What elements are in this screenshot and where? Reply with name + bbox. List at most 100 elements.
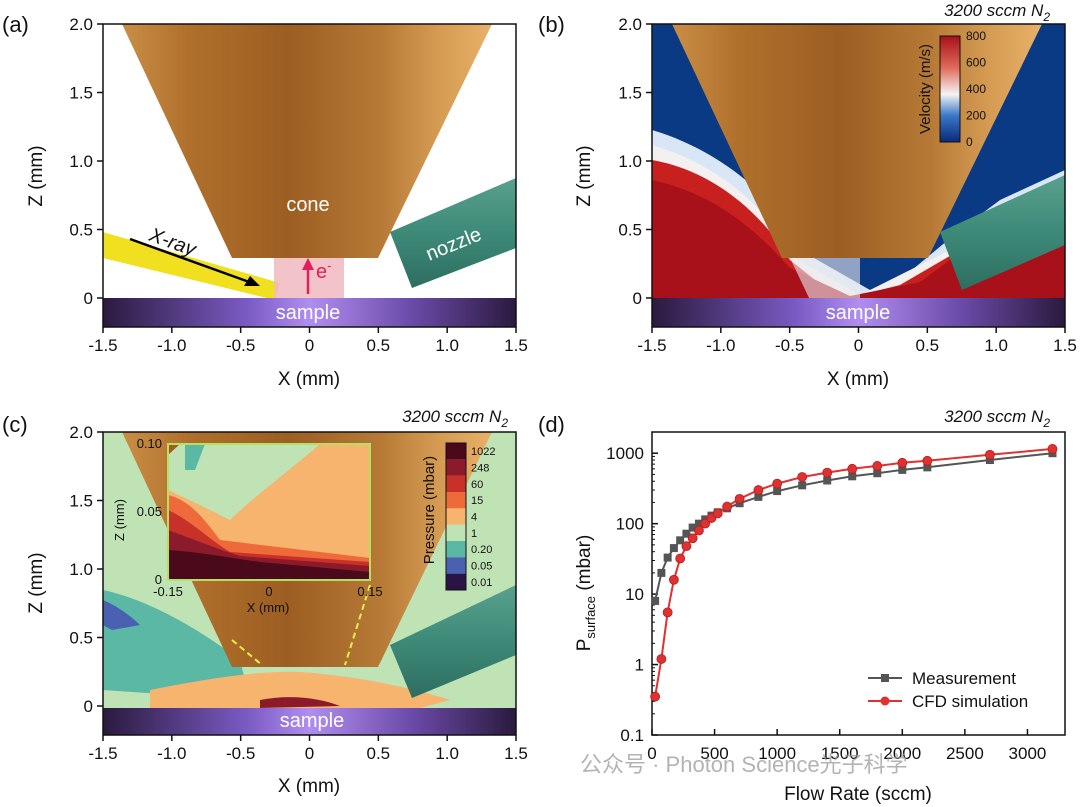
inset-y-tick-label: 0 (155, 572, 162, 587)
pressure-tick-label: 15 (471, 495, 483, 507)
pressure-orange-low (150, 671, 450, 708)
sample-label-b: sample (826, 302, 890, 324)
panel-d: (d) 3200 sccm N2 0 500 1000 1500 2000 2500 300… (538, 407, 1066, 805)
chart-d-xlabel: Flow Rate (sccm) (784, 784, 932, 805)
chart-d-x-tick-label: 0 (647, 744, 656, 763)
pressure-color-band (446, 557, 466, 574)
y-tick-label: 0.5 (69, 629, 93, 648)
panel-c-label: (c) (2, 412, 28, 437)
y-tick-label: 2.0 (69, 15, 93, 34)
measurement-point (657, 568, 666, 577)
pressure-tick-label: 0.05 (471, 561, 492, 573)
cfd-point (772, 478, 783, 489)
x-tick-label: 0.5 (367, 336, 391, 355)
y-tick-label: 1.0 (618, 152, 642, 171)
sample-bar-c (103, 708, 516, 735)
legend-label-0: Measurement (912, 669, 1016, 688)
velocity-tick-label: 0 (966, 135, 973, 149)
x-tick-label: -1.0 (706, 336, 735, 355)
legend-marker-circle (880, 696, 890, 706)
inset-x-tick-label: 0 (265, 584, 272, 599)
inset-green-region (168, 444, 320, 520)
measurement-point (688, 523, 697, 532)
measurement-point (985, 456, 994, 465)
y-tick-label: 1.5 (69, 84, 93, 103)
measurement-point (663, 553, 672, 562)
x-tick-label: 0.5 (367, 744, 391, 763)
measurement-point (848, 472, 857, 481)
measurement-point (669, 544, 678, 553)
x-tick-label: 0.5 (916, 336, 940, 355)
x-tick-label: 0 (854, 336, 863, 355)
measurement-point (923, 463, 932, 472)
cfd-point (734, 493, 745, 504)
x-tick-label: -1.5 (88, 744, 117, 763)
y-tick-label: 0.5 (69, 221, 93, 240)
panel-c-ylabel: Z (mm) (26, 552, 47, 613)
panel-d-condition-main: 3200 sccm N (944, 407, 1044, 426)
x-tick-label: -1.0 (157, 336, 186, 355)
pressure-tick-label: 0.20 (471, 544, 492, 556)
pressure-color-band (446, 573, 466, 590)
y-tick-label: 0 (84, 289, 93, 308)
panel-c: sample -0.15 0 0.1500.050.10 X (mm) Z (mm)… (2, 407, 528, 797)
x-tick-label: -1.5 (88, 336, 117, 355)
chart-d-y-tick-label: 1 (635, 656, 644, 675)
chart-d-x-tick-label: 1000 (758, 744, 796, 763)
cfd-point (675, 553, 686, 564)
sample-label: sample (276, 302, 340, 324)
xray-arrow (129, 237, 253, 285)
panel-c-xlabel: X (mm) (278, 776, 340, 797)
panel-a-ylabel: Z (mm) (26, 145, 47, 206)
pressure-colorbar-frame (445, 442, 467, 591)
panel-d-label: (d) (538, 412, 565, 437)
chart-d-ylabel-main: P (574, 639, 595, 652)
cfd-point (1047, 444, 1058, 454)
chart-d-y-tick-label: 100 (616, 515, 644, 534)
panel-b-plot-area (652, 24, 1065, 327)
inset-ylabel: Z (mm) (112, 499, 127, 541)
cfd-point (656, 654, 667, 664)
pressure-color-band (446, 475, 466, 492)
inset-x-tick-label: -0.15 (153, 584, 183, 599)
nozzle-shape-c (390, 585, 516, 698)
x-tick-label: -0.5 (226, 336, 255, 355)
chart-d-ylabel-sub: surface (583, 596, 598, 639)
pressure-color-band (446, 524, 466, 541)
x-tick-label: -0.5 (226, 744, 255, 763)
x-tick-label: -1.5 (637, 336, 666, 355)
watermark: 公众号 · Photon Science光子科学 (580, 752, 908, 777)
y-tick-label: 2.0 (618, 15, 642, 34)
inset-xlabel: X (mm) (247, 600, 290, 615)
pressure-color-band (446, 492, 466, 509)
pressure-teal-region (103, 590, 250, 700)
x-tick-label: -1.0 (157, 744, 186, 763)
panel-d-condition: 3200 sccm N2 (944, 407, 1050, 430)
pressure-tick-label: 248 (471, 463, 489, 475)
legend-label-1: CFD simulation (912, 692, 1028, 711)
velocity-colorbar (939, 35, 961, 143)
cone-shape (122, 24, 492, 258)
cfd-point (722, 501, 732, 512)
chart-d-x-tick-label: 2500 (946, 744, 984, 763)
electron-label-main: e (316, 261, 327, 283)
x-tick-label: 1.5 (504, 744, 528, 763)
cfd-point (822, 467, 833, 478)
pressure-colorbar: 1022 248 60 15 4 1 0.20 0.05 0.01 (445, 442, 495, 591)
x-tick-label: 1.5 (504, 336, 528, 355)
inset-brown-corner (168, 444, 180, 455)
velocity-tick-label: 400 (966, 82, 986, 96)
panel-a-xlabel: X (mm) (278, 369, 340, 390)
pressure-tick-label: 1 (471, 528, 477, 540)
cfd-point (650, 691, 661, 702)
y-tick-label: 0 (633, 289, 642, 308)
zoom-guide-left (231, 639, 263, 666)
panel-c-condition: 3200 sccm N2 (402, 407, 508, 430)
panel-b-ylabel: Z (mm) (574, 145, 595, 206)
chart-d-y-tick-label: 10 (625, 585, 644, 604)
panel-b-condition: 3200 sccm N2 (944, 1, 1050, 24)
y-tick-label: 1.5 (618, 84, 642, 103)
inset-x-tick-label: 0.15 (357, 584, 382, 599)
